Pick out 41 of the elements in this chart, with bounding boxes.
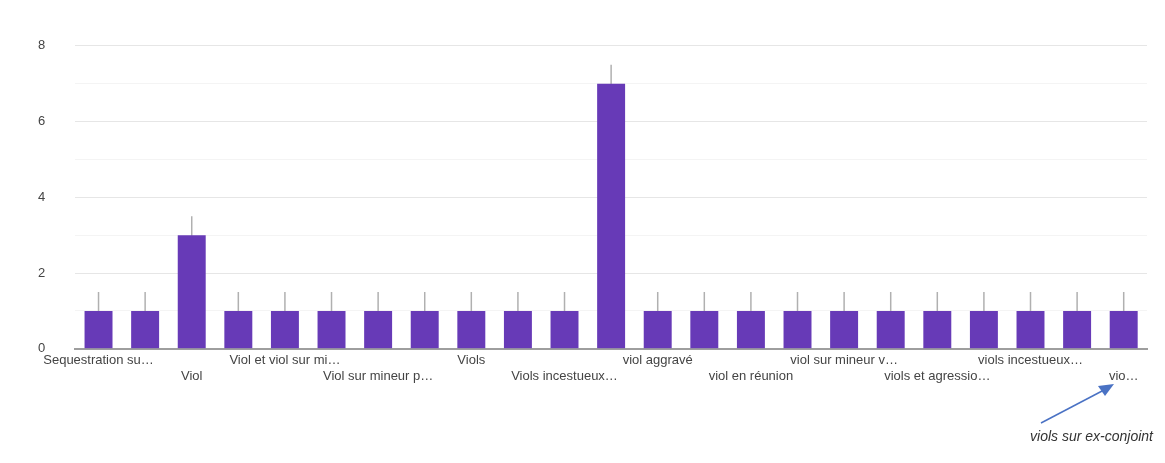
bar [830,310,859,349]
bar [597,83,626,349]
y-tick-label: 4 [38,188,46,204]
x-tick-label: vio… [1108,367,1139,383]
bar [969,310,998,349]
bar [364,310,393,349]
bar [224,310,253,349]
bar [923,310,952,349]
bar [131,310,160,349]
x-tick-label: viols incestueux… [978,352,1083,368]
bar [317,310,346,349]
x-tick-label: Viol [181,367,203,383]
bar [736,310,765,349]
x-tick-label: viols et agressio… [884,367,991,383]
bar [457,310,486,349]
x-tick-label: Viol sur mineur p… [322,367,434,383]
x-tick-label: viol sur mineur v… [790,352,898,368]
bar [503,310,532,349]
x-tick-label: viol en réunion [708,367,794,383]
y-tick-label: 6 [38,113,46,129]
bar [690,310,719,349]
x-tick-label: Viol et viol sur mi… [229,352,341,368]
bar [270,310,299,349]
text: viols sur ex-conjoint [1030,428,1153,444]
bar [410,310,439,349]
bar [84,310,113,349]
bar [177,235,206,349]
bar [1109,310,1138,349]
x-tick-label: Sequestration su… [43,352,154,368]
bar [783,310,812,349]
x-tick-label: viol aggravé [622,352,693,368]
y-tick-label: 8 [38,37,46,53]
bar [1016,310,1045,349]
bar [550,310,579,349]
y-tick-label: 2 [38,264,46,280]
y-tick-label: 0 [38,340,46,356]
bar [643,310,672,349]
bar [1063,310,1092,349]
x-tick-label: Viols [457,352,486,368]
bar [876,310,905,349]
x-tick-label: Viols incestueux… [511,367,618,383]
